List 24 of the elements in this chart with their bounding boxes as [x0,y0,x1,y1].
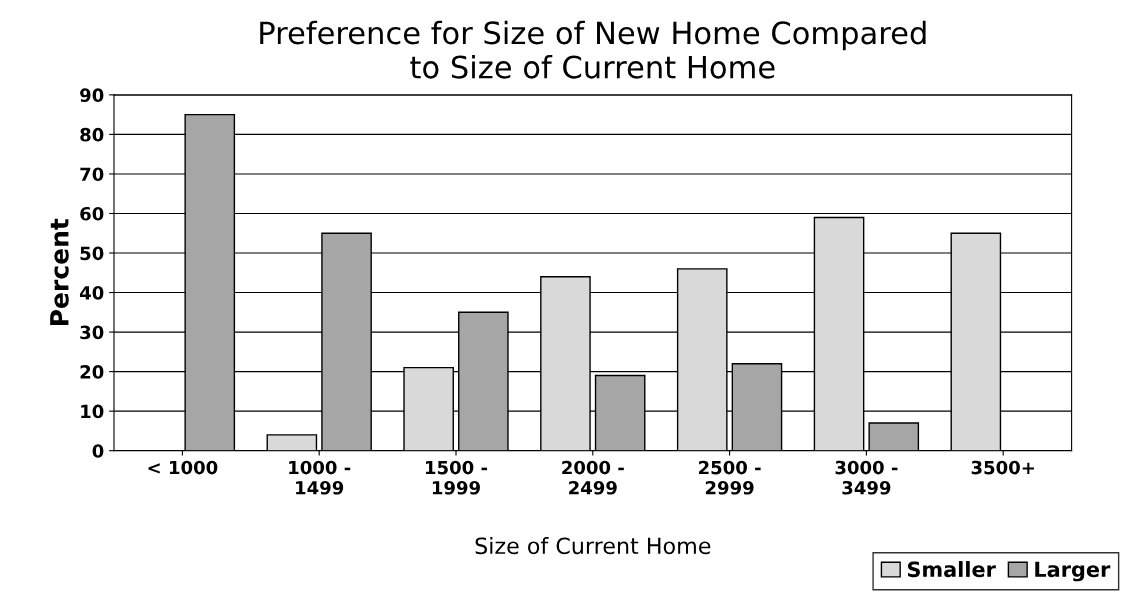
y-tick-label: 20 [80,365,104,379]
y-tick-label: 70 [80,167,104,182]
x-tick-label: 1500 - 1999 [426,460,488,495]
y-tick-label: 30 [80,325,104,340]
y-tick-label: 90 [80,88,104,102]
y-tick-label: 60 [80,206,104,221]
x-tick-label: 3000 - 3499 [835,460,898,495]
x-tick-label: 1000 - 1499 [289,460,351,495]
bar [266,434,318,451]
bar [868,422,920,451]
x-tick-label: 3500+ [971,460,1034,475]
y-tick-label: 40 [79,286,104,300]
y-tick-label: 0 [92,444,104,458]
chart-title: Preference for Size of New Home Compared to Size of Current Home [260,20,926,79]
x-tick-label: 2000 - 2499 [562,460,624,495]
y-axis-title: Percent [50,218,69,326]
x-axis-title: Size of Current Home [475,536,711,555]
y-tick-label: 50 [80,246,104,261]
x-tick-label: 2500 - 2999 [699,460,761,495]
y-tick-label: 10 [81,404,104,419]
y-tick-label: 80 [80,127,104,142]
legend-label: Larger [1035,561,1111,582]
x-tick-label: < 1000 [148,460,218,475]
legend-label: Smaller [907,561,996,578]
